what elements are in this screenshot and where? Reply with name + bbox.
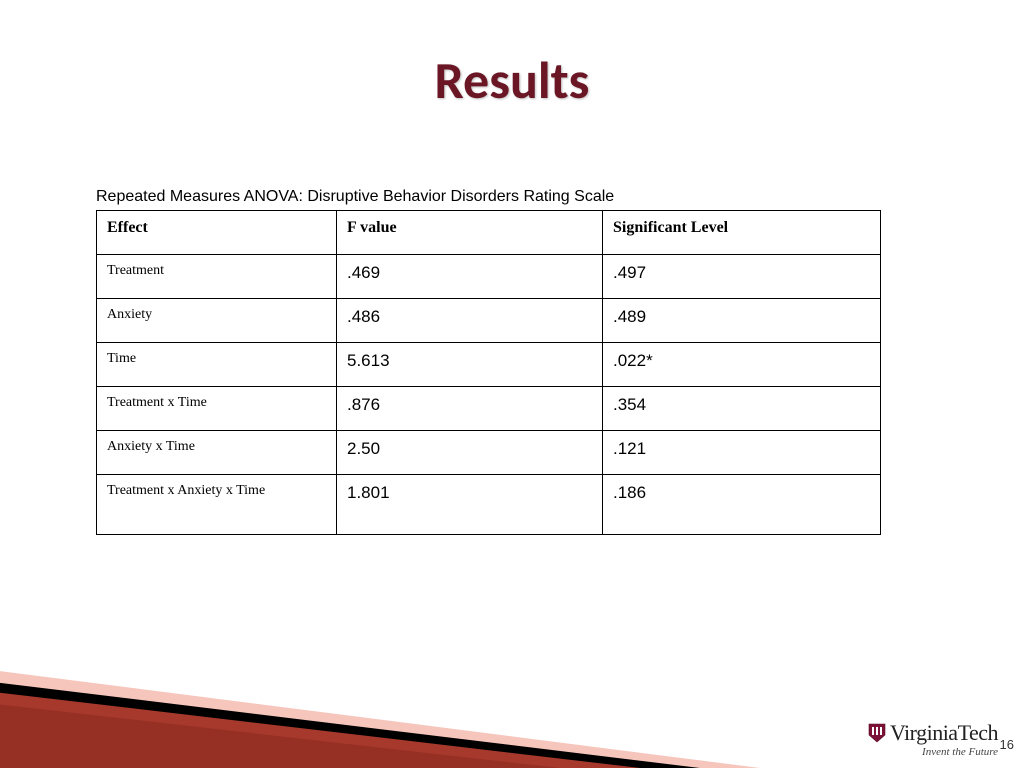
cell-sig: .489 [603, 299, 881, 343]
table-row: Treatment .469 .497 [97, 255, 881, 299]
logo-text: VirginiaTech [890, 720, 998, 746]
cell-f: 2.50 [337, 431, 603, 475]
cell-effect: Treatment [97, 255, 337, 299]
cell-f: 1.801 [337, 475, 603, 535]
cell-f: 5.613 [337, 343, 603, 387]
cell-f: .876 [337, 387, 603, 431]
cell-f: .486 [337, 299, 603, 343]
cell-sig: .121 [603, 431, 881, 475]
table-row: Time 5.613 .022* [97, 343, 881, 387]
cell-sig: .022* [603, 343, 881, 387]
virginia-tech-logo: VirginiaTech [868, 720, 998, 746]
cell-effect: Anxiety [97, 299, 337, 343]
slide: Results Repeated Measures ANOVA: Disrupt… [0, 0, 1024, 768]
cell-effect: Treatment x Time [97, 387, 337, 431]
cell-sig: .354 [603, 387, 881, 431]
cell-sig: .497 [603, 255, 881, 299]
anova-table: Effect F value Significant Level Treatme… [96, 210, 881, 535]
col-header-effect: Effect [97, 211, 337, 255]
page-number: 16 [1000, 737, 1014, 752]
cell-effect: Time [97, 343, 337, 387]
col-header-sig: Significant Level [603, 211, 881, 255]
slide-title: Results [0, 48, 1024, 112]
col-header-fvalue: F value [337, 211, 603, 255]
table-row: Treatment x Anxiety x Time 1.801 .186 [97, 475, 881, 535]
table-row: Treatment x Time .876 .354 [97, 387, 881, 431]
cell-effect: Treatment x Anxiety x Time [97, 475, 337, 535]
cell-f: .469 [337, 255, 603, 299]
table-caption: Repeated Measures ANOVA: Disruptive Beha… [96, 188, 614, 206]
cell-sig: .186 [603, 475, 881, 535]
table-row: Anxiety .486 .489 [97, 299, 881, 343]
logo-tagline: Invent the Future [922, 746, 998, 758]
table-header-row: Effect F value Significant Level [97, 211, 881, 255]
vt-shield-icon [868, 723, 886, 743]
cell-effect: Anxiety x Time [97, 431, 337, 475]
table-row: Anxiety x Time 2.50 .121 [97, 431, 881, 475]
